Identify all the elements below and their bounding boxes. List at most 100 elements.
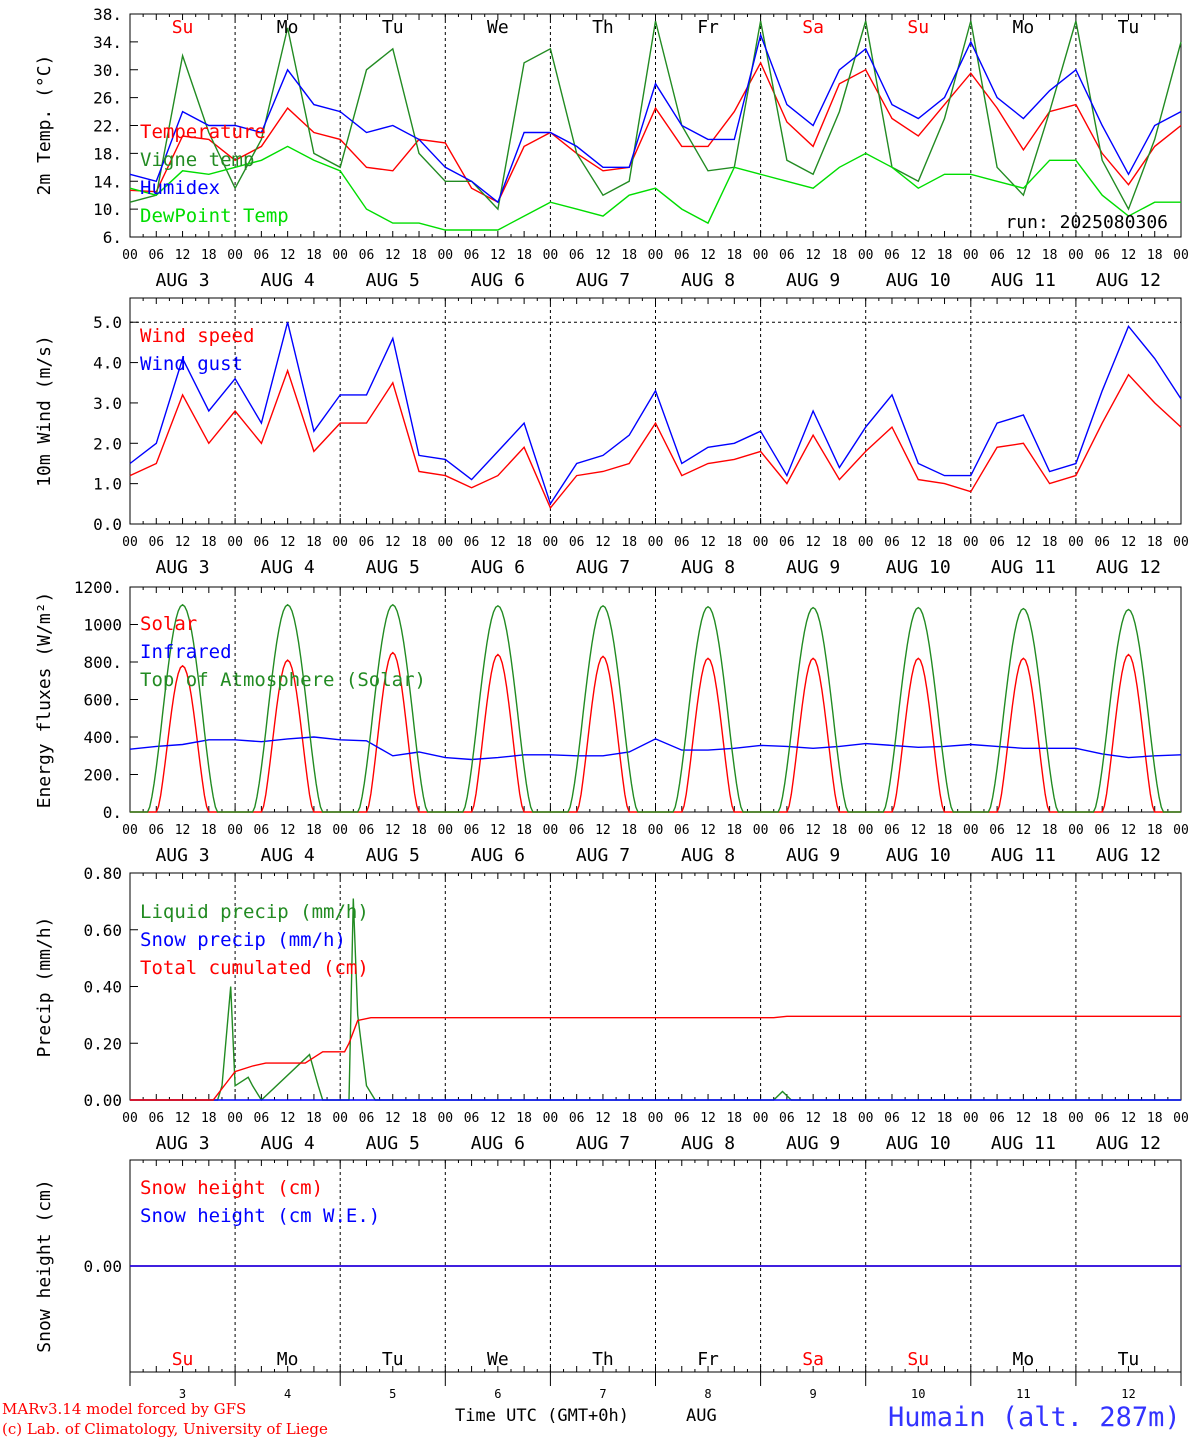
plot-frame [129,586,1182,813]
legend-entry: Snow height (cm) [140,1177,323,1199]
hour-tick-label: 06 [1094,823,1110,838]
y-tick-label: 22. [93,117,122,136]
legend-entry: Top of Atmosphere (Solar) [140,669,426,691]
day-label: AUG 8 [681,1133,735,1154]
day-label: AUG 3 [155,1133,209,1154]
hour-tick-label: 18 [726,1111,742,1126]
hour-tick-label: 12 [910,1111,926,1126]
hour-tick-label: 18 [832,823,848,838]
series-line-wind-speed [129,368,1182,510]
weekday-label-top: Tu [1118,17,1140,38]
hour-tick-label: 00 [648,1111,664,1126]
hour-tick-label: 00 [227,248,243,263]
hour-tick-label: 00 [543,535,559,550]
hour-tick-label: 00 [963,1111,979,1126]
hour-tick-label: 00 [1173,535,1189,550]
day-label: AUG 9 [786,1133,840,1154]
hour-tick-label: 06 [148,823,164,838]
weekday-label-bottom: We [487,1349,509,1370]
day-label: AUG 4 [261,557,315,578]
day-number-label: 5 [389,1387,396,1401]
day-label: AUG 7 [576,845,630,866]
day-label: AUG 5 [366,1133,420,1154]
hour-tick-label: 06 [254,1111,270,1126]
hour-tick-label: 00 [1068,248,1084,263]
series-line-dewpoint-temp [129,145,1181,231]
hour-tick-label: 12 [805,535,821,550]
hour-tick-label: 12 [490,823,506,838]
y-tick-label: 200. [83,766,122,785]
day-label: AUG 6 [471,557,525,578]
hour-tick-label: 12 [490,1111,506,1126]
hour-tick-label: 18 [411,1111,427,1126]
hour-tick-label: 06 [359,535,375,550]
day-label: AUG 3 [155,845,209,866]
hour-tick-label: 18 [411,248,427,263]
hour-tick-label: 06 [148,248,164,263]
hour-tick-label: 00 [332,248,348,263]
hour-tick-label: 00 [1068,823,1084,838]
day-number-label: 4 [284,1387,291,1401]
hour-tick-label: 12 [910,535,926,550]
day-label: AUG 4 [261,845,315,866]
day-label: AUG 10 [886,845,951,866]
day-label: AUG 7 [576,557,630,578]
day-number-label: 6 [494,1387,501,1401]
hour-tick-label: 12 [1016,535,1032,550]
y-tick-label: 38. [93,5,122,24]
hour-tick-label: 00 [437,535,453,550]
hour-tick-label: 06 [884,248,900,263]
day-label: AUG 4 [261,1133,315,1154]
weekday-label-top: Th [592,17,614,38]
day-label: AUG 6 [471,845,525,866]
y-tick-label: 1200. [74,578,122,597]
hour-tick-label: 00 [963,248,979,263]
y-axis-label: Snow height (cm) [34,1179,55,1352]
y-tick-label: 400. [83,728,122,747]
series-line-total-cumulated-cm- [130,1015,1181,1101]
hour-tick-label: 18 [516,1111,532,1126]
day-label: AUG 3 [155,270,209,291]
weekday-label-bottom: Mo [1013,1349,1035,1370]
y-tick-label: 18. [93,144,122,163]
day-label: AUG 6 [471,270,525,291]
y-tick-label: 1.0 [93,475,122,494]
day-label: AUG 5 [366,845,420,866]
hour-tick-label: 18 [1042,823,1058,838]
y-tick-label: 3.0 [93,394,122,413]
hour-tick-label: 06 [779,248,795,263]
weekday-label-bottom: Tu [1118,1349,1140,1370]
day-number-label: 11 [1016,1387,1030,1401]
hour-tick-label: 18 [411,823,427,838]
hour-tick-label: 00 [1173,1111,1189,1126]
hour-tick-label: 12 [700,823,716,838]
y-tick-label: 34. [93,33,122,52]
hour-tick-label: 12 [595,823,611,838]
hour-tick-label: 12 [385,823,401,838]
hour-tick-label: 06 [779,535,795,550]
legend-entry: Liquid precip (mm/h) [140,901,369,923]
y-tick-label: 0. [103,803,122,822]
month-label: AUG [686,1406,717,1426]
hour-tick-label: 18 [621,248,637,263]
hour-tick-label: 06 [1094,1111,1110,1126]
panel-4 [129,872,1182,1102]
hour-tick-label: 06 [779,823,795,838]
weekday-label-top: Su [907,17,929,38]
hour-tick-label: 12 [910,248,926,263]
hour-tick-label: 00 [963,535,979,550]
legend-entry: Vigne temp [140,149,254,171]
hour-tick-label: 06 [569,248,585,263]
hour-tick-label: 00 [753,1111,769,1126]
panel-5 [129,1159,1182,1373]
hour-tick-label: 06 [464,535,480,550]
day-number-label: 8 [704,1387,711,1401]
hour-tick-label: 12 [280,535,296,550]
hour-tick-label: 00 [122,248,138,263]
y-tick-label: 5.0 [93,313,122,332]
hour-tick-label: 00 [227,823,243,838]
hour-tick-label: 12 [175,535,191,550]
hour-tick-label: 18 [201,248,217,263]
hour-tick-label: 18 [937,535,953,550]
hour-tick-label: 18 [411,535,427,550]
